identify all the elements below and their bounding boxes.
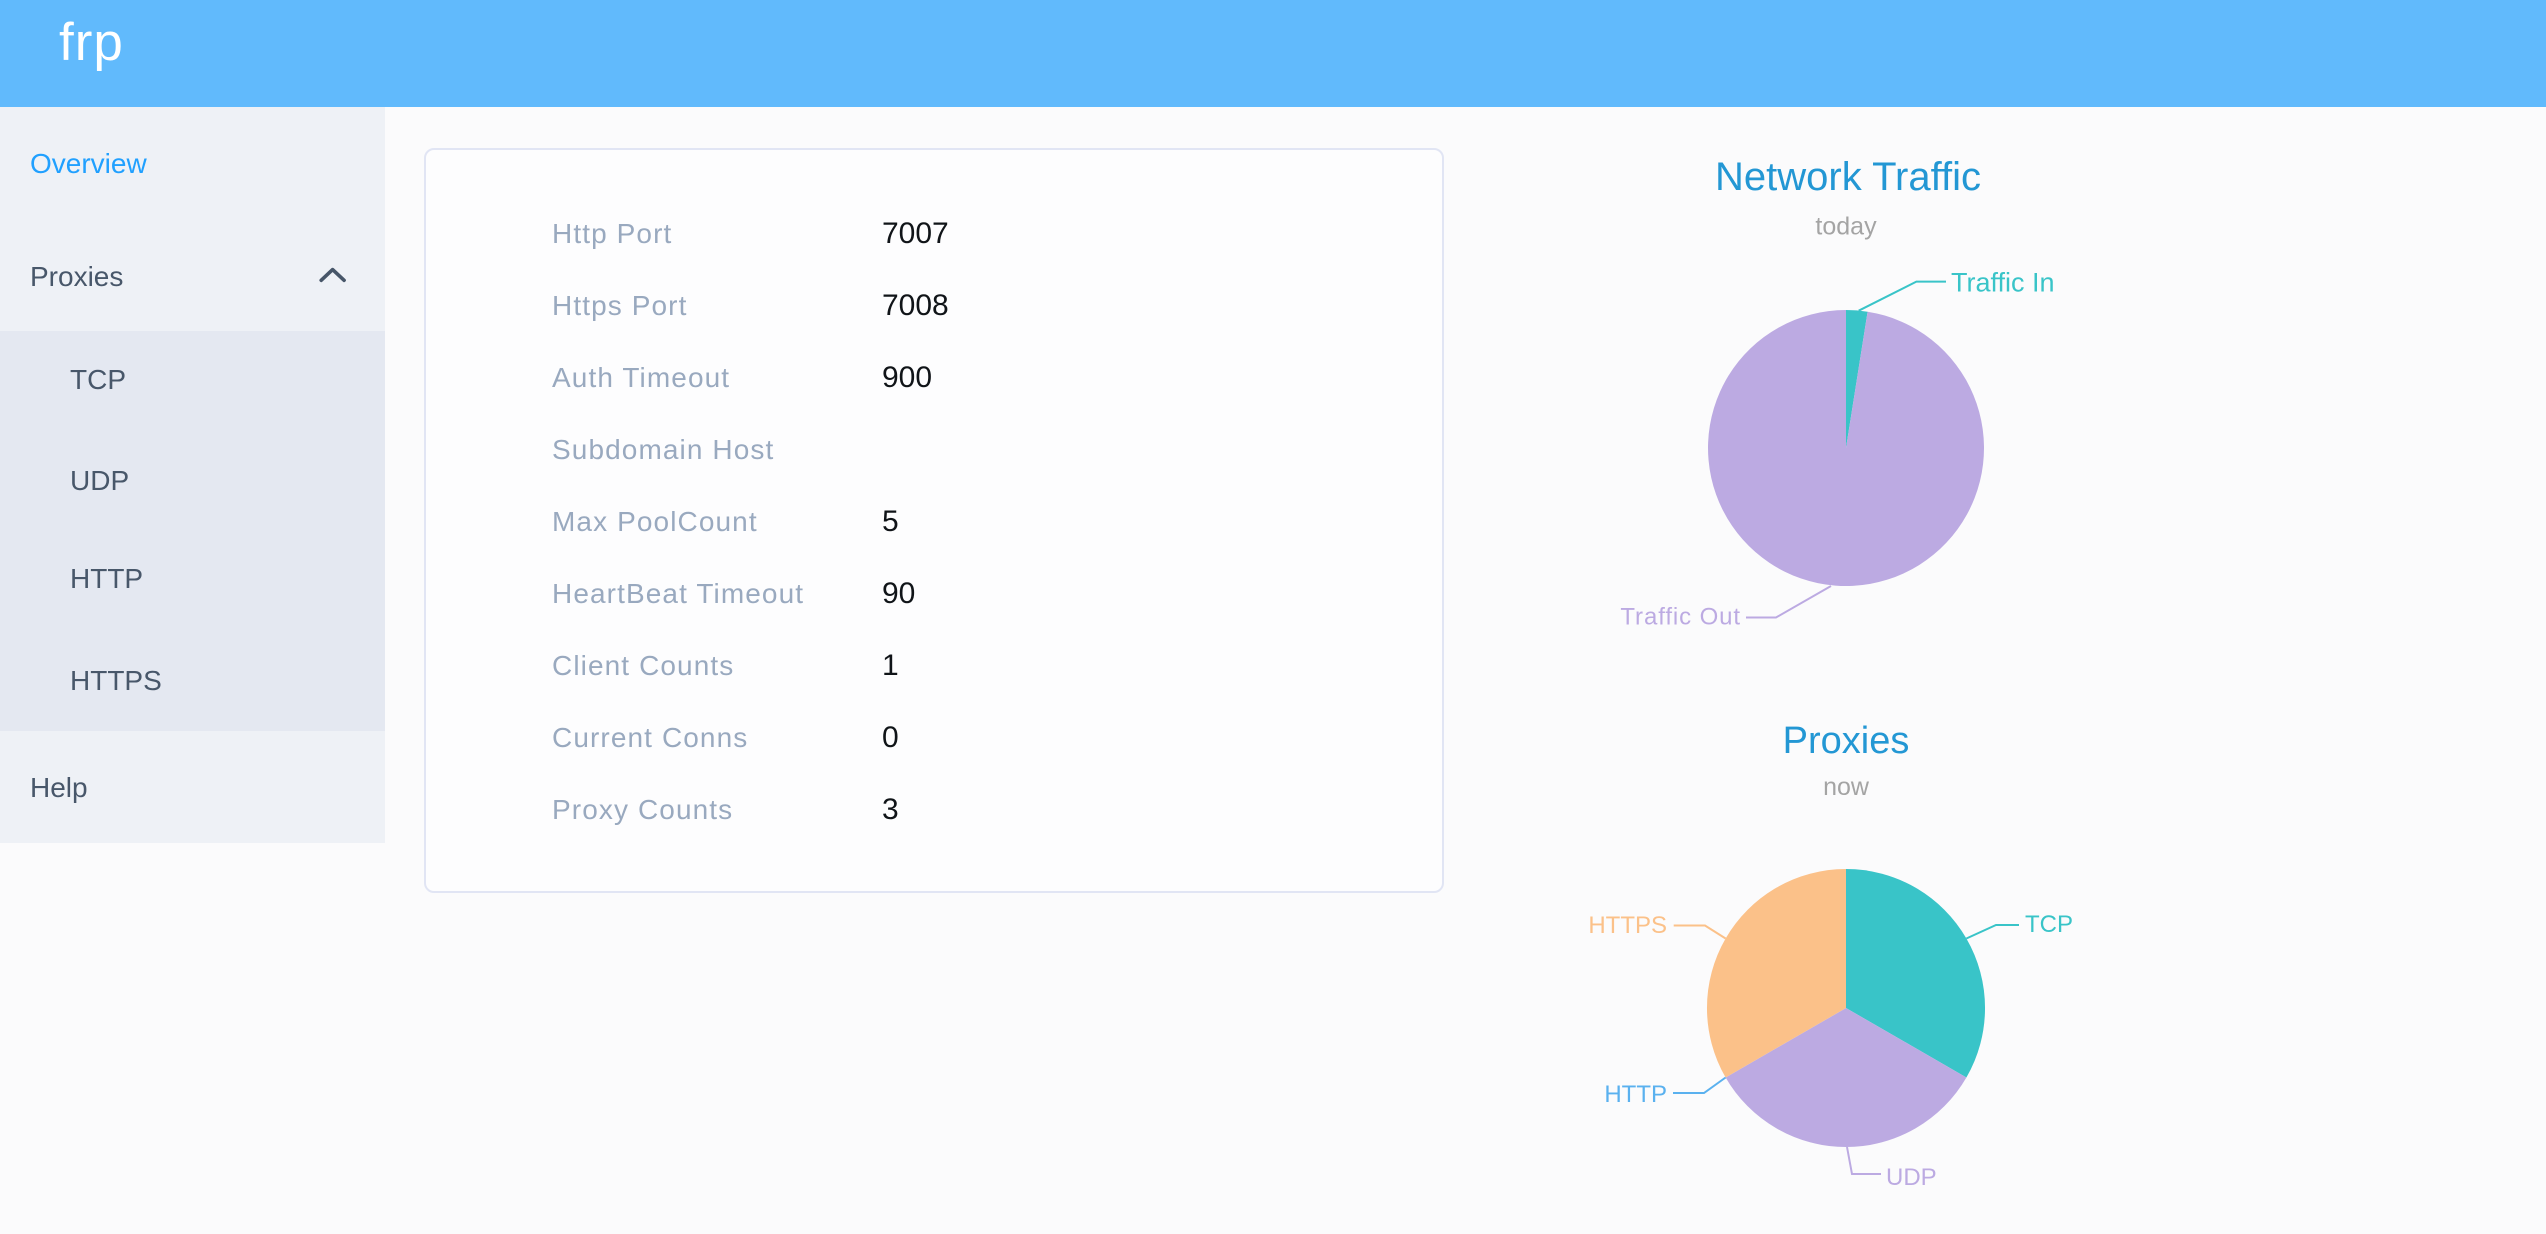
svg-text:Traffic Out: Traffic Out bbox=[1620, 604, 1741, 631]
svg-text:HTTPS: HTTPS bbox=[1588, 912, 1667, 939]
svg-text:UDP: UDP bbox=[1886, 1164, 1937, 1191]
svg-text:Proxies: Proxies bbox=[1783, 720, 1910, 762]
svg-text:now: now bbox=[1823, 773, 1870, 801]
svg-text:Network Traffic: Network Traffic bbox=[1715, 155, 1981, 199]
svg-text:HTTP: HTTP bbox=[1604, 1081, 1667, 1108]
svg-text:TCP: TCP bbox=[2025, 911, 2073, 938]
svg-text:today: today bbox=[1815, 213, 1877, 241]
svg-text:Traffic In: Traffic In bbox=[1951, 268, 2055, 298]
